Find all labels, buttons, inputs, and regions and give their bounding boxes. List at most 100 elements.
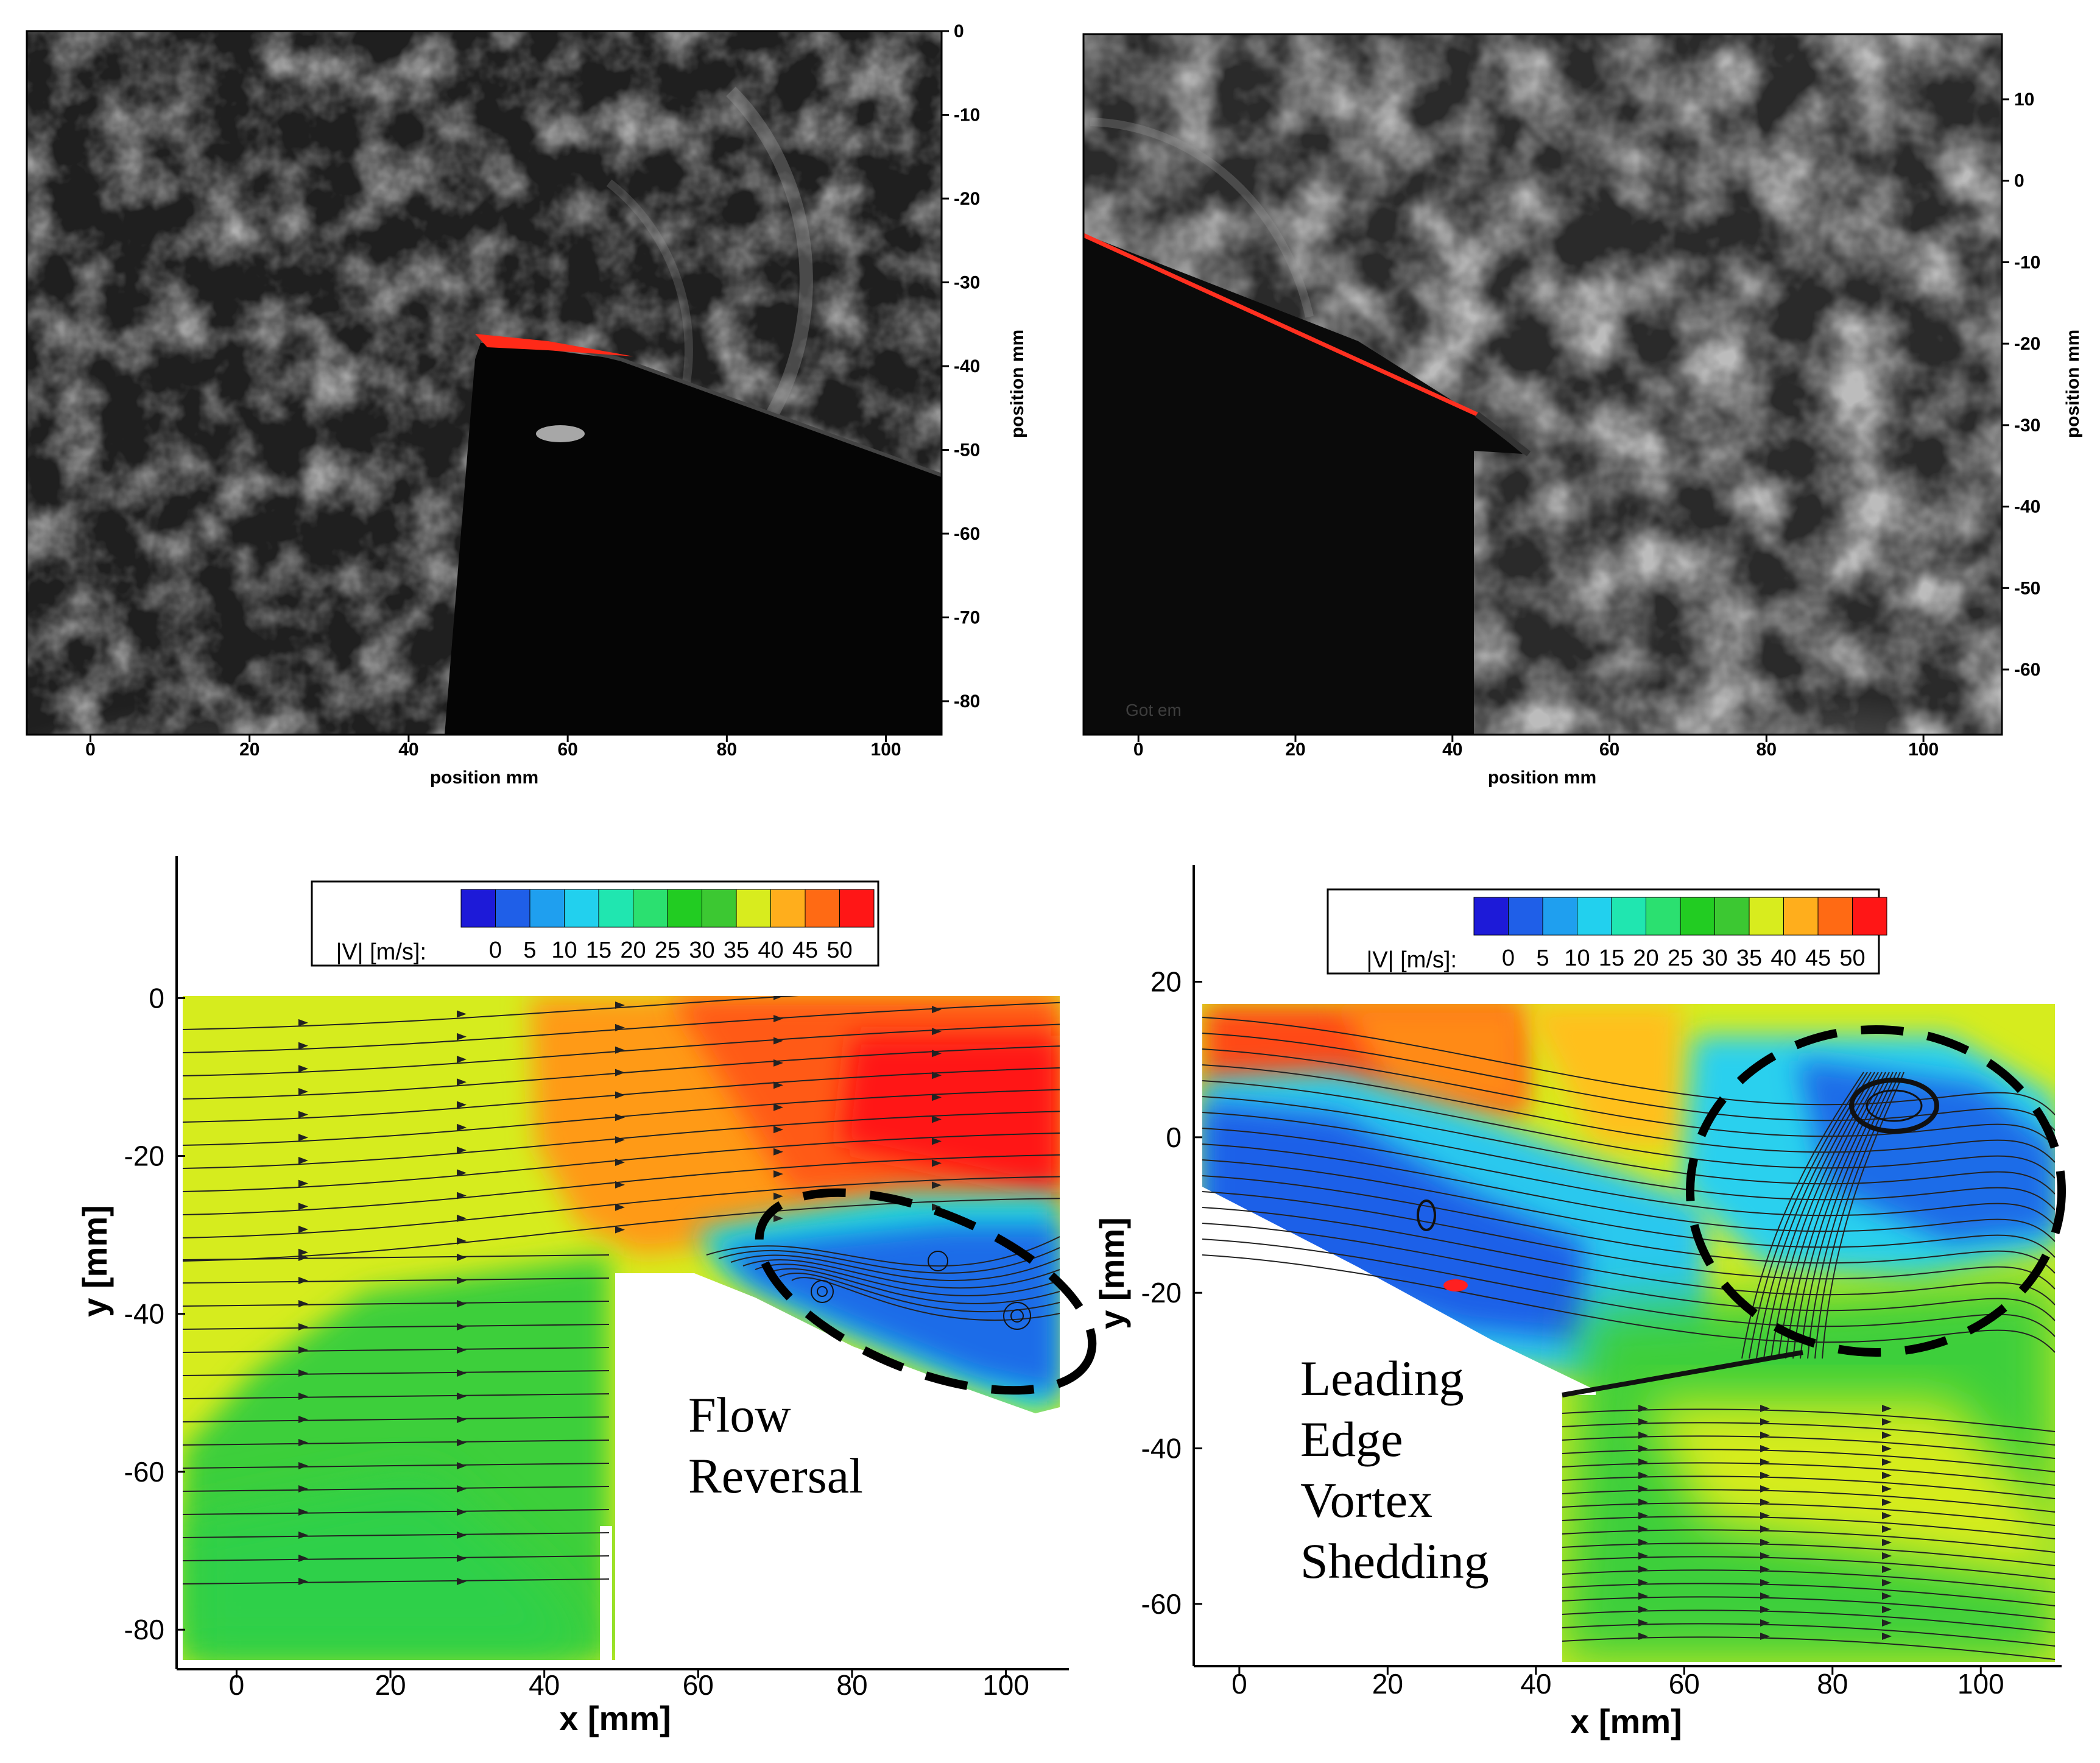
streamline (183, 1132, 1060, 1192)
stream-arrow (1882, 1418, 1892, 1426)
stream-arrow (615, 1046, 625, 1054)
stream-arrow (298, 1393, 308, 1400)
x-tick-label: 80 (717, 740, 737, 760)
stream-arrow (1638, 1606, 1648, 1613)
streamline (1202, 1254, 2055, 1353)
colorbar-swatch (495, 889, 530, 928)
stream-arrow (298, 1203, 308, 1210)
x-axis-label: x [mm] (559, 1699, 671, 1737)
colorbar-tick-label: 30 (1702, 945, 1727, 971)
streamline (1562, 1569, 2055, 1593)
streamline (183, 1301, 610, 1307)
stream-arrow (1760, 1405, 1770, 1412)
x-tick-label: 100 (982, 1669, 1029, 1701)
streamline (779, 1272, 1060, 1313)
x-tick-labels: 0 20 40 60 80 100 (1133, 735, 1939, 760)
x-tick-label: 20 (1285, 740, 1305, 760)
streamline (183, 1254, 610, 1260)
colorbar-tick-label: 15 (1599, 945, 1624, 971)
stream-arrow (932, 1137, 942, 1145)
stream-arrow (1760, 1552, 1770, 1560)
panel-bottom-right: 0 20 40 60 80 100 200-20-40-60 x [mm] y [mm] … (1093, 865, 2066, 1740)
stream-arrow (773, 1126, 783, 1134)
x-tick-label: 40 (529, 1669, 560, 1701)
stream-arrow (1760, 1432, 1770, 1439)
stream-arrow (298, 1156, 308, 1164)
stream-arrow (298, 1134, 308, 1142)
colorbar-swatch (702, 889, 737, 928)
stream-arrow (615, 1159, 625, 1167)
y-axis-label: position mm (2063, 330, 2083, 438)
colorbar-label: |V| [m/s]: (336, 939, 426, 965)
x-tick-label: 80 (1817, 1668, 1848, 1700)
stream-arrow (615, 1181, 625, 1189)
stream-arrow (773, 1037, 783, 1045)
y-tick-labels: 0 -10 -20 -30 -40 -50 -60 -70 -80 (942, 21, 980, 712)
y-tick-label: -30 (954, 273, 980, 293)
colorbar-swatch (1749, 897, 1784, 936)
streamline (183, 1023, 1060, 1076)
streamline (1202, 1143, 2055, 1242)
panel-top-right: 0 20 40 60 80 100 100-10-20-30-40-50-60 Got e… (1082, 33, 2083, 788)
streamline (1202, 1207, 2055, 1305)
stream-arrow (773, 1103, 783, 1111)
stream-arrow (457, 1323, 467, 1330)
velocity-field-bottom-right (1202, 1004, 2055, 1662)
stream-arrow (457, 1462, 467, 1469)
streamline (183, 1002, 1060, 1053)
streamline (1562, 1516, 2055, 1539)
stream-arrow (932, 1028, 942, 1036)
stream-arrow (1638, 1458, 1648, 1466)
stream-arrow (1882, 1512, 1892, 1519)
streamline (1202, 1080, 2055, 1179)
y-tick-label: -30 (2014, 415, 2040, 436)
stream-arrow (457, 1055, 467, 1063)
stream-arrow (615, 1091, 625, 1099)
y-tick-label: -20 (954, 189, 980, 209)
y-tick-label: -60 (124, 1456, 164, 1488)
streamline (1562, 1596, 2055, 1620)
streamline (1562, 1449, 2055, 1472)
stream-arrow (615, 1226, 625, 1234)
stream-arrow (298, 1555, 308, 1562)
streamline (718, 1247, 1060, 1274)
stream-arrow (1882, 1499, 1892, 1506)
streamline (1807, 1072, 1897, 1359)
y-tick-label: -20 (1141, 1277, 1182, 1309)
streamline (1202, 1159, 2055, 1258)
stream-arrow (1882, 1458, 1892, 1466)
streamline (183, 1578, 610, 1585)
streamline (1562, 1475, 2055, 1499)
stream-arrow (1638, 1525, 1648, 1533)
stream-arrow (615, 1023, 625, 1031)
streamline (1202, 1048, 2055, 1147)
stream-arrow (615, 1203, 625, 1211)
colorbar-swatch (1611, 897, 1646, 936)
stream-arrow (1638, 1432, 1648, 1439)
x-tick-labels: 0 20 40 60 80 100 (229, 1669, 1029, 1701)
colorbar-tick-label: 30 (689, 938, 714, 963)
streamline (183, 1463, 610, 1469)
streamline (183, 1089, 1060, 1146)
colorbar-swatch (1783, 897, 1819, 936)
colorbar-tick-label: 10 (551, 938, 577, 963)
streamline (1202, 1064, 2055, 1163)
stream-arrow (1882, 1633, 1892, 1640)
x-tick-label: 40 (1520, 1668, 1551, 1700)
colorbar-tick-label: 20 (620, 938, 646, 963)
streamline (1822, 1072, 1904, 1359)
streamlines (183, 984, 1060, 1585)
streamline (1202, 1191, 2055, 1290)
stream-arrow (773, 1170, 783, 1178)
x-axis-label: position mm (1488, 768, 1596, 788)
stream-arrow (298, 1578, 308, 1585)
stream-arrow (1760, 1418, 1770, 1426)
streamline (183, 1176, 1060, 1238)
stream-arrow (1760, 1566, 1770, 1573)
colorbar-swatch (805, 889, 840, 928)
streamline (183, 1111, 1060, 1169)
streamline (183, 1393, 610, 1399)
stream-arrow (457, 1555, 467, 1562)
stream-arrow (932, 984, 942, 991)
colorbar-swatch (1508, 897, 1543, 936)
